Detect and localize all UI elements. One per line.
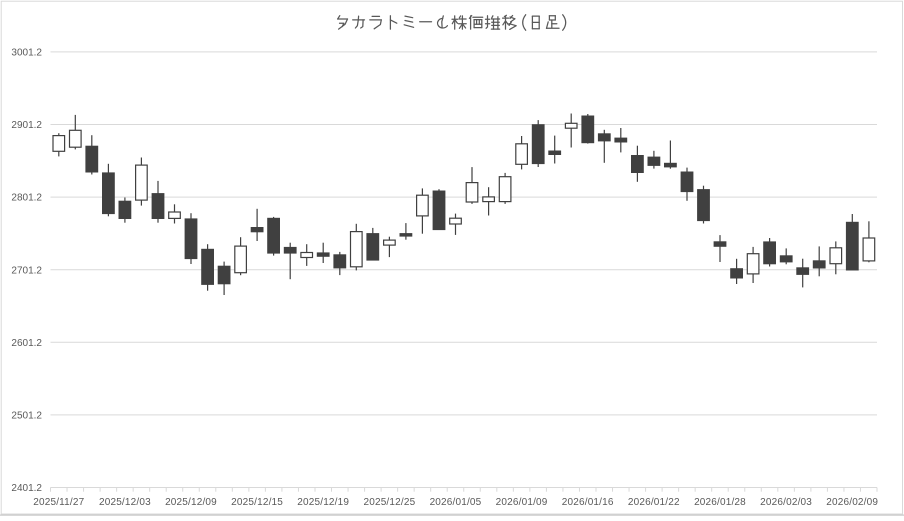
svg-text:2026/01/28: 2026/01/28 — [694, 497, 746, 508]
svg-text:2025/12/03: 2025/12/03 — [99, 497, 151, 508]
svg-text:2026/01/22: 2026/01/22 — [628, 497, 680, 508]
svg-text:2601.2: 2601.2 — [11, 338, 42, 349]
svg-text:2025/12/25: 2025/12/25 — [363, 497, 415, 508]
svg-text:2401.2: 2401.2 — [11, 483, 42, 494]
svg-text:2026/01/09: 2026/01/09 — [496, 497, 548, 508]
svg-text:2026/01/16: 2026/01/16 — [562, 497, 614, 508]
svg-text:2026/01/05: 2026/01/05 — [430, 497, 482, 508]
svg-text:2025/11/27: 2025/11/27 — [33, 497, 84, 508]
svg-text:2026/02/03: 2026/02/03 — [760, 497, 812, 508]
svg-text:2025/12/15: 2025/12/15 — [231, 497, 283, 508]
svg-text:2026/02/09: 2026/02/09 — [826, 497, 878, 508]
svg-text:2901.2: 2901.2 — [11, 120, 42, 131]
svg-text:2025/12/09: 2025/12/09 — [165, 497, 217, 508]
svg-text:2025/12/19: 2025/12/19 — [297, 497, 349, 508]
svg-text:2701.2: 2701.2 — [11, 265, 42, 276]
svg-text:3001.2: 3001.2 — [11, 48, 42, 59]
svg-text:2501.2: 2501.2 — [11, 411, 42, 422]
svg-text:2801.2: 2801.2 — [11, 193, 42, 204]
